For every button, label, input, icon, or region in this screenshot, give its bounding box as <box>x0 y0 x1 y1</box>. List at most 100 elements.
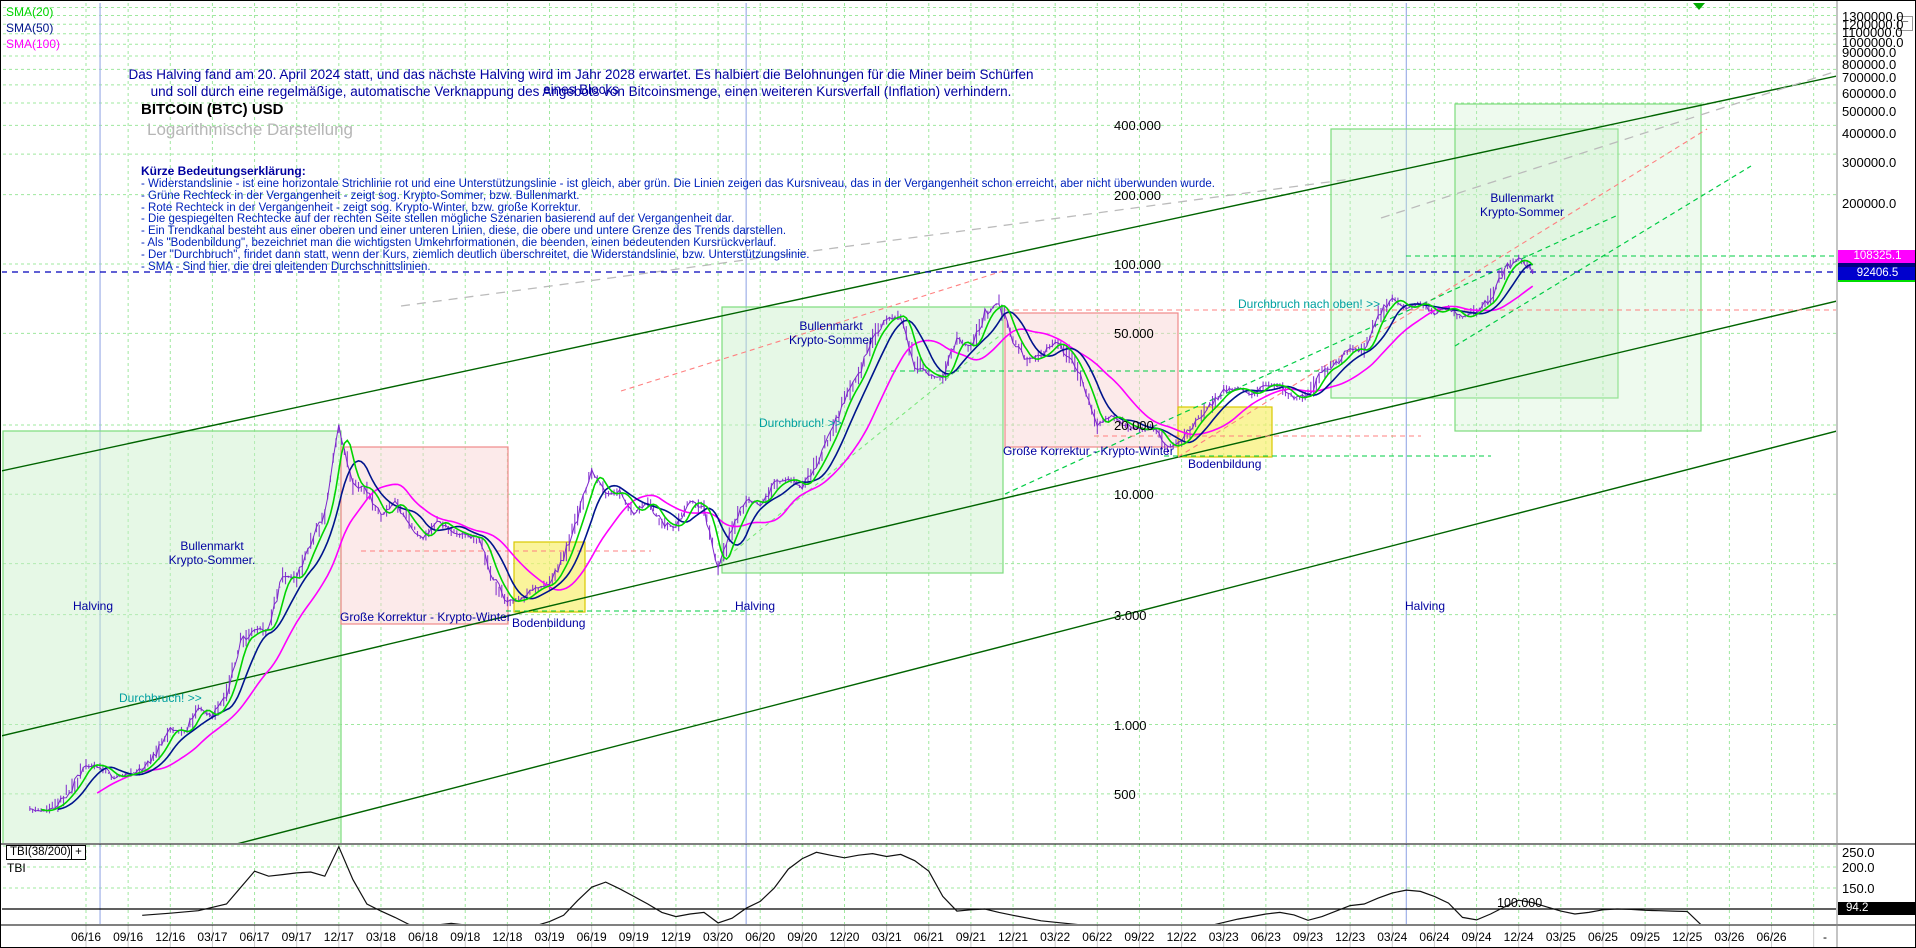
bear-box-2021-22 <box>1004 312 1179 448</box>
x-axis-label: 12/22 <box>1166 930 1197 944</box>
chart-title: BITCOIN (BTC) USD <box>141 101 284 118</box>
x-axis-label: 03/26 <box>1714 930 1745 944</box>
trend-channel-upper <box>2 75 1836 472</box>
top-marker-icon <box>1693 3 1705 10</box>
x-axis-label: 09/16 <box>113 930 144 944</box>
breakout-label-1: Durchbruch! >> <box>119 691 202 705</box>
x-axis-label: 03/22 <box>1040 930 1071 944</box>
halving-label-2: Halving <box>734 599 776 613</box>
halving-label-1: Halving <box>72 599 114 613</box>
halving-info-line1: Das Halving fand am 20. April 2024 statt… <box>128 67 1034 97</box>
tbi-add-button[interactable]: + <box>71 845 86 860</box>
inchart-price-label: 400.000 <box>1114 118 1161 134</box>
x-axis-label: 06/19 <box>576 930 607 944</box>
inchart-price-label: 10.000 <box>1114 487 1154 503</box>
x-axis-label: 12/16 <box>155 930 186 944</box>
x-axis-label: 06/20 <box>745 930 776 944</box>
explanation-heading: Kürze Bedeutungserklärung: <box>141 164 306 178</box>
x-axis-label: 09/19 <box>618 930 649 944</box>
x-axis-label: 12/24 <box>1503 930 1534 944</box>
legend-sma100[interactable]: SMA(100) <box>6 37 61 51</box>
legend-sma20[interactable]: SMA(20) <box>6 5 54 19</box>
x-axis-label: 12/21 <box>998 930 1029 944</box>
region-label-bull-mid: Bullenmarkt Krypto-Sommer <box>788 319 874 347</box>
price-marker-green-line <box>1838 280 1915 282</box>
inchart-price-label: 1.000 <box>1114 717 1147 733</box>
explanation-bullet: - Grüne Rechteck in der Vergangenheit - … <box>141 189 580 202</box>
mirror-red-line-1 <box>620 270 1004 392</box>
x-axis-label: 12/19 <box>660 930 691 944</box>
region-label-korrektur-2: Große Korrektur - Krypto-Winter <box>1003 444 1174 458</box>
x-axis-label: 09/23 <box>1292 930 1324 944</box>
tbi-axis-label: 200.0 <box>1842 860 1875 875</box>
x-axis-label: 06/16 <box>70 930 102 944</box>
price-axis-label: 1300000.0 <box>1842 8 1904 24</box>
x-axis-label: 06/23 <box>1250 930 1281 944</box>
price-marker-hidden <box>1838 263 1915 267</box>
price-axis-label: 700000.0 <box>1842 70 1897 86</box>
x-axis-label: 06/17 <box>239 930 270 944</box>
tbi-level-label: 100.000 <box>1497 896 1543 910</box>
price-axis-label: 1000000.0 <box>1842 34 1904 50</box>
x-axis-label: 03/21 <box>871 930 902 944</box>
scenario-box-mirror <box>1454 103 1702 432</box>
price-axis-label: 800000.0 <box>1842 57 1897 73</box>
x-axis-label: 09/17 <box>281 930 312 944</box>
region-label-boden-2: Bodenbildung <box>1188 457 1262 471</box>
inchart-price-label: 200.000 <box>1114 187 1161 203</box>
collapse-icon[interactable]: − <box>1898 16 1913 31</box>
price-axis-label: 1100000.0 <box>1842 25 1903 41</box>
region-label-korrektur-1: Große Korrektur - Krypto-Winter <box>340 610 511 624</box>
tbi-axis-label: 150.0 <box>1842 881 1875 896</box>
price-axis-label: 300000.0 <box>1842 155 1897 171</box>
tbi-axis-label: 250.0 <box>1842 845 1875 860</box>
explanation-bullet: - Rote Rechteck in der Vergangenheit - z… <box>141 201 581 214</box>
mirror-green-line-2 <box>1454 165 1752 347</box>
x-axis-label: 12/17 <box>323 930 354 944</box>
tbi-panel-area <box>2 844 1836 924</box>
bull-box-2020-21 <box>721 306 1004 574</box>
x-axis-label: 09/22 <box>1124 930 1155 944</box>
explanation-bullet: - SMA - Sind hier, die drei gleitenden D… <box>141 260 431 273</box>
breakout-label-3: Durchbruch nach oben! >> <box>1238 297 1381 311</box>
region-label-boden-1: Bodenbildung <box>512 616 586 630</box>
tbi-indicator-button[interactable]: TBI(38/200) <box>6 845 75 860</box>
halving-info-line2: und soll durch eine regelmäßige, automat… <box>150 84 1012 99</box>
inchart-price-label: 100.000 <box>1114 257 1161 272</box>
price-axis-label: 600000.0 <box>1842 85 1897 101</box>
breakout-label-2: Durchbruch! >> <box>759 416 842 430</box>
inchart-price-label: 20.000 <box>1114 417 1154 433</box>
x-axis-label: 03/23 <box>1208 930 1239 944</box>
x-axis-label: 03/18 <box>365 930 396 944</box>
region-label-bull-right: Bullenmarkt Krypto-Sommer <box>1479 191 1565 219</box>
inchart-price-label: 50.000 <box>1114 326 1154 342</box>
trend-support-line <box>237 430 1836 843</box>
x-axis-label: 12/18 <box>492 930 523 944</box>
x-axis-label: 12/25 <box>1672 930 1703 944</box>
halving-label-3: Halving <box>1404 599 1446 613</box>
x-axis-label: 06/21 <box>913 930 944 944</box>
x-axis-label: 06/22 <box>1082 930 1113 944</box>
x-axis-label: 03/25 <box>1545 930 1576 944</box>
price-axis-label: 500000.0 <box>1842 104 1897 120</box>
tbi-label: TBI <box>7 861 26 875</box>
inchart-price-label: 3.000 <box>1114 607 1147 623</box>
tbi-last-value-marker: 94.2 <box>1838 902 1915 915</box>
x-axis-label: 03/17 <box>197 930 228 944</box>
main-chart-area <box>2 3 1836 843</box>
sma20-line <box>40 259 1534 812</box>
legend-sma50[interactable]: SMA(50) <box>6 21 54 35</box>
x-axis-label: 03/20 <box>703 930 734 944</box>
explanation-bullet: - Der "Durchbruch", findet dann statt, w… <box>141 248 810 261</box>
x-axis-label: 06/26 <box>1756 930 1787 944</box>
x-axis-label: 06/24 <box>1419 930 1450 944</box>
explanation-bullet: - Als "Bodenbildung", bezeichnet man die… <box>141 237 777 249</box>
price-axis-label: 200000.0 <box>1842 195 1897 211</box>
x-axis-label: 06/25 <box>1587 930 1618 944</box>
chart-subtitle: Logarithmische Darstellung <box>147 120 353 139</box>
bull-box-2023-25 <box>1330 128 1619 399</box>
x-axis-label: 09/20 <box>787 930 818 944</box>
price-marker-magenta: 108325.1 <box>1838 250 1915 263</box>
x-axis-label: 09/24 <box>1461 930 1492 944</box>
price-marker-blue: 92406.5 <box>1838 267 1915 280</box>
